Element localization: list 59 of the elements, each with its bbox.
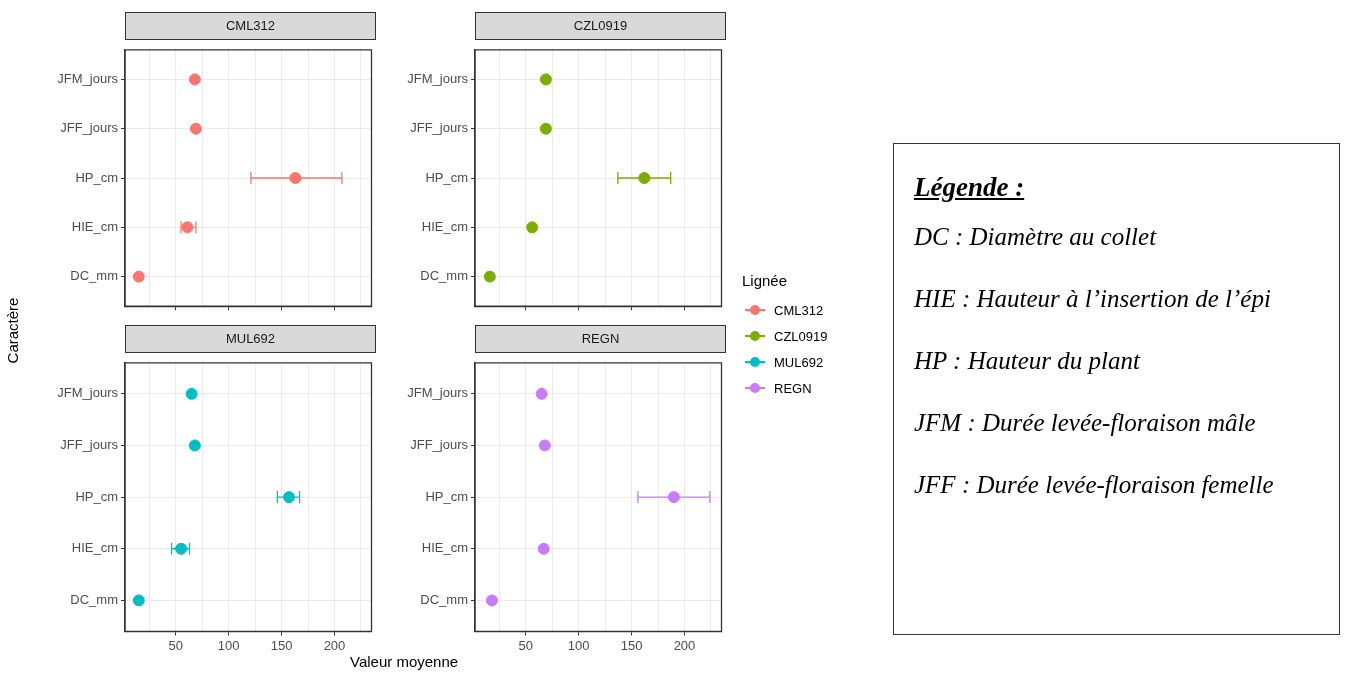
text: HP : Hauteur du plant: [914, 346, 1142, 376]
chart-title: REGN: [475, 325, 726, 353]
point: [539, 122, 552, 135]
y-axis-title: Caractère: [4, 297, 22, 364]
x-tick-label: 200: [673, 637, 696, 653]
point: [535, 387, 548, 400]
x-tick-label: 150: [270, 637, 293, 653]
point: [188, 73, 201, 86]
point: [483, 270, 496, 283]
x-tick-label: 50: [518, 637, 534, 653]
y-tick-label: HIE_cm: [421, 540, 468, 556]
legend-title: Lignée: [742, 272, 789, 289]
x-tick-label: 100: [217, 637, 240, 653]
legend-label: CML312: [774, 302, 824, 318]
point: [185, 387, 198, 400]
y-tick-label: HIE_cm: [71, 218, 118, 234]
y-tick-label: JFM_jours: [407, 385, 469, 401]
chart-title: CML312: [125, 12, 376, 40]
y-tick-label: DC_mm: [70, 591, 118, 607]
y-tick-label: JFF_jours: [60, 437, 119, 453]
point: [526, 221, 539, 234]
legend-label: MUL692: [774, 354, 824, 370]
point: [485, 594, 498, 607]
point: [189, 122, 202, 135]
y-tick-label: JFF_jours: [60, 120, 119, 136]
text: Légende :: [914, 172, 1026, 203]
y-tick-label: JFM_jours: [407, 70, 469, 86]
legend-label: CZL0919: [774, 328, 828, 344]
text: JFM : Durée levée-floraison mâle: [914, 408, 1257, 438]
y-tick-label: DC_mm: [420, 268, 468, 284]
point: [539, 73, 552, 86]
point: [132, 270, 145, 283]
y-tick-label: HP_cm: [425, 169, 468, 185]
text: JFF : Durée levée-floraison femelle: [914, 470, 1275, 500]
y-tick-label: HP_cm: [75, 488, 118, 504]
chart-title: CZL0919: [475, 12, 726, 40]
y-tick-label: JFM_jours: [57, 385, 119, 401]
point: [538, 439, 551, 452]
x-axis-title: Valeur moyenne: [350, 653, 459, 670]
y-tick-label: JFM_jours: [57, 70, 119, 86]
point: [537, 542, 550, 555]
point: [188, 439, 201, 452]
y-tick-label: HIE_cm: [421, 218, 468, 234]
chart-title: MUL692: [125, 325, 376, 353]
text: HIE : Hauteur à l’insertion de l’épi: [914, 284, 1272, 314]
y-tick-label: HP_cm: [425, 488, 468, 504]
y-tick-label: JFF_jours: [410, 120, 469, 136]
x-tick-label: 200: [323, 637, 346, 653]
x-tick-label: 50: [168, 637, 184, 653]
text: DC : Diamètre au collet: [914, 222, 1158, 252]
y-tick-label: DC_mm: [420, 591, 468, 607]
y-tick-label: HP_cm: [75, 169, 118, 185]
point: [132, 594, 145, 607]
y-tick-label: JFF_jours: [410, 437, 469, 453]
legend-label: REGN: [774, 380, 812, 396]
y-tick-label: DC_mm: [70, 268, 118, 284]
y-tick-label: HIE_cm: [71, 540, 118, 556]
x-tick-label: 150: [620, 637, 643, 653]
x-tick-label: 100: [567, 637, 590, 653]
